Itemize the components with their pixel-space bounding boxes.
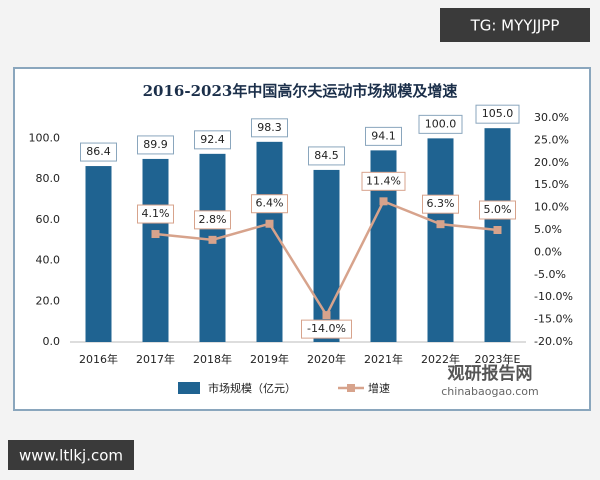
data-label-box bbox=[251, 194, 288, 214]
bar bbox=[142, 158, 169, 342]
line-marker bbox=[151, 230, 160, 239]
line-marker bbox=[379, 197, 388, 206]
legend-swatch-marker bbox=[347, 384, 355, 392]
y2-tick-label: 5.0% bbox=[534, 223, 562, 236]
data-label-box bbox=[137, 204, 174, 224]
top-watermark-box bbox=[440, 8, 590, 42]
data-label-box bbox=[361, 171, 406, 191]
y2-tick-label: -20.0% bbox=[534, 335, 573, 348]
data-label-box bbox=[301, 319, 352, 339]
data-label-box bbox=[365, 126, 402, 146]
y-tick-label: 60.0 bbox=[36, 213, 61, 226]
data-label: 2.8% bbox=[199, 213, 227, 226]
data-label: 86.4 bbox=[86, 145, 111, 158]
y-tick-label: 0.0 bbox=[43, 335, 61, 348]
y2-tick-label: 10.0% bbox=[534, 201, 569, 214]
bar bbox=[256, 141, 283, 342]
data-label-box bbox=[418, 114, 463, 134]
bar bbox=[484, 128, 511, 342]
y2-tick-label: 25.0% bbox=[534, 133, 569, 146]
bottom-watermark-box bbox=[8, 440, 134, 470]
data-label-box bbox=[308, 146, 345, 166]
data-label: 6.4% bbox=[256, 197, 284, 210]
legend-swatch bbox=[178, 382, 200, 394]
bar bbox=[427, 138, 454, 342]
data-label-box bbox=[194, 210, 231, 230]
logo-text: 观研报告网 bbox=[447, 363, 533, 384]
bar bbox=[199, 153, 226, 342]
chart-title: 2016-2023年中国高尔夫运动市场规模及增速 bbox=[143, 82, 458, 100]
data-label-box bbox=[251, 118, 288, 138]
logo-url: chinabaogao.com bbox=[441, 385, 539, 398]
data-label: 84.5 bbox=[314, 149, 339, 162]
bar bbox=[85, 166, 112, 342]
data-label-box bbox=[479, 200, 516, 220]
line-marker bbox=[322, 311, 331, 320]
x-tick-label: 2018年 bbox=[193, 352, 232, 366]
line-marker bbox=[265, 219, 274, 228]
data-label: 94.1 bbox=[371, 129, 396, 142]
line-marker bbox=[493, 226, 502, 234]
y2-tick-label: 20.0% bbox=[534, 156, 569, 169]
data-label: 6.3% bbox=[427, 197, 455, 210]
legend-label: 增速 bbox=[368, 381, 390, 395]
data-label: 98.3 bbox=[257, 121, 282, 134]
y-tick-label: 100.0 bbox=[29, 131, 61, 144]
x-tick-label: 2023年E bbox=[475, 352, 521, 366]
data-label: -14.0% bbox=[307, 322, 346, 335]
data-label: 11.4% bbox=[366, 174, 401, 187]
data-label: 4.1% bbox=[142, 207, 170, 220]
x-tick-label: 2019年 bbox=[250, 352, 289, 366]
line-marker bbox=[436, 220, 445, 229]
y-tick-label: 40.0 bbox=[36, 254, 61, 267]
y2-tick-label: -10.0% bbox=[534, 290, 573, 303]
line-marker bbox=[208, 235, 217, 244]
data-label-box bbox=[137, 135, 174, 155]
data-label: 105.0 bbox=[482, 107, 514, 120]
x-tick-label: 2021年 bbox=[364, 352, 403, 366]
y2-tick-label: -5.0% bbox=[534, 268, 566, 281]
x-tick-label: 2017年 bbox=[136, 352, 175, 366]
data-label-box bbox=[475, 104, 520, 124]
y2-tick-label: -15.0% bbox=[534, 313, 573, 326]
y2-tick-label: 0.0% bbox=[534, 245, 562, 258]
data-label-box bbox=[80, 142, 117, 162]
x-tick-label: 2022年 bbox=[421, 352, 460, 366]
y2-tick-label: 30.0% bbox=[534, 111, 569, 124]
data-label-box bbox=[422, 194, 459, 214]
x-tick-label: 2020年 bbox=[307, 352, 346, 366]
top-watermark: TG: MYYJJPP bbox=[470, 17, 560, 35]
data-label: 89.9 bbox=[143, 138, 168, 151]
y-tick-label: 20.0 bbox=[36, 294, 61, 307]
data-label-box bbox=[194, 130, 231, 150]
legend-label: 市场规模（亿元） bbox=[208, 381, 296, 395]
y-tick-label: 80.0 bbox=[36, 172, 61, 185]
data-label: 5.0% bbox=[484, 203, 512, 216]
data-label: 100.0 bbox=[425, 117, 457, 130]
data-label: 92.4 bbox=[200, 133, 225, 146]
y2-tick-label: 15.0% bbox=[534, 178, 569, 191]
x-tick-label: 2016年 bbox=[79, 352, 118, 366]
bottom-watermark: www.ltlkj.com bbox=[19, 447, 123, 465]
